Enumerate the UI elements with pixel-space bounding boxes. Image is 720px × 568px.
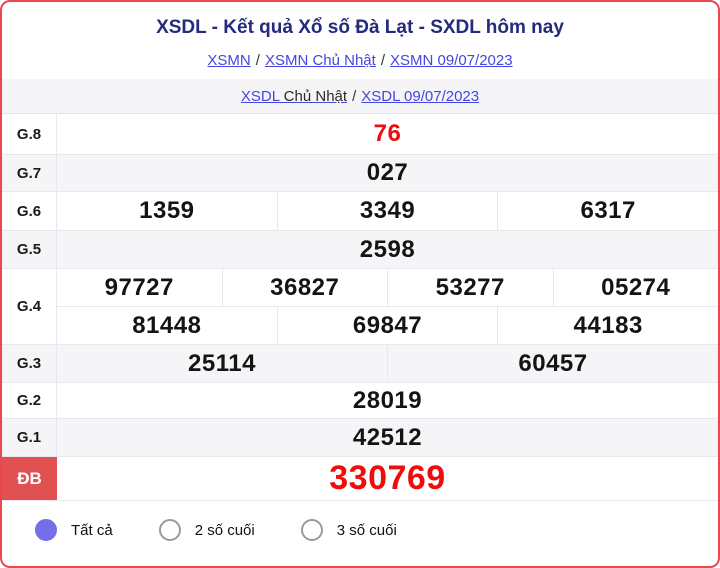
- prize-row-g6: G.6 1359 3349 6317: [2, 192, 718, 231]
- prize-number: 44183: [497, 307, 718, 344]
- breadcrumb: XSMN / XSMN Chủ Nhật / XSMN 09/07/2023: [2, 51, 718, 71]
- prize-row-g5: G.5 2598: [2, 231, 718, 269]
- sub-breadcrumb-bar: XSDL Chủ Nhật / XSDL 09/07/2023: [2, 79, 718, 114]
- breadcrumb-separator: /: [380, 52, 385, 69]
- prize-number: 3349: [276, 192, 498, 230]
- filter-option-last-3-digits[interactable]: 3 số cuối: [300, 519, 397, 541]
- filter-option-label: 3 số cuối: [336, 521, 397, 539]
- prize-number: 42512: [352, 423, 423, 451]
- prize-number: 1359: [139, 197, 195, 224]
- prize-row-g7: G.7 027: [2, 155, 718, 192]
- prize-number: 53277: [387, 269, 553, 306]
- prize-label-g3: G.3: [2, 345, 57, 382]
- prize-row-g1: G.1 42512: [2, 419, 718, 457]
- prize-row-g4: G.4 97727 36827 53277 05274 81448 69847 …: [2, 269, 718, 345]
- prize-number: 027: [366, 159, 409, 186]
- filter-option-all[interactable]: Tất cả: [35, 519, 113, 541]
- prize-number: 2598: [359, 235, 416, 263]
- prize-label-g1: G.1: [2, 419, 57, 456]
- prize-number: 69847: [276, 307, 498, 344]
- prize-row-g2: G.2 28019: [2, 383, 718, 419]
- radio-unchecked-icon[interactable]: [300, 519, 323, 541]
- breadcrumb-link-xsdl-date[interactable]: XSDL 09/07/2023: [361, 87, 480, 105]
- prize-label-g8: G.8: [2, 114, 57, 154]
- prize-number: 25114: [188, 349, 256, 377]
- jackpot-number: 330769: [329, 459, 446, 497]
- prize-number: 6317: [497, 192, 718, 230]
- prize-label-g6: G.6: [2, 192, 57, 230]
- breadcrumb-separator: /: [352, 87, 357, 105]
- prize-label-db: ĐB: [2, 457, 57, 500]
- prize-label-g5: G.5: [2, 231, 57, 268]
- breadcrumb-separator: /: [255, 52, 260, 69]
- prize-row-g8: G.8 76: [2, 114, 718, 155]
- prize-number: 60457: [387, 345, 718, 382]
- filter-option-label: Tất cả: [71, 521, 113, 539]
- display-filter-group: Tất cả 2 số cuối 3 số cuối: [2, 501, 718, 566]
- prize-number: 05274: [552, 269, 719, 306]
- prize-number: 81448: [132, 311, 202, 339]
- radio-unchecked-icon[interactable]: [158, 519, 181, 541]
- prize-number: 76: [373, 120, 402, 147]
- filter-option-label: 2 số cuối: [194, 521, 255, 539]
- header: XSDL - Kết quả Xổ số Đà Lạt - SXDL hôm n…: [2, 2, 718, 79]
- prize-label-g4: G.4: [2, 269, 57, 344]
- prize-number: 28019: [352, 386, 423, 414]
- prize-number: 97727: [104, 273, 174, 301]
- prize-number: 36827: [221, 269, 388, 306]
- prize-row-db: ĐB 330769: [2, 457, 718, 501]
- prize-row-g3: G.3 25114 60457: [2, 345, 718, 383]
- breadcrumb-link-xsmn-chu-nhat[interactable]: XSMN Chủ Nhật: [264, 52, 376, 69]
- prize-label-g7: G.7: [2, 155, 57, 191]
- results-table: G.8 76 G.7 027 G.6 1359 3349 6317: [2, 114, 718, 501]
- breadcrumb-link-xsmn[interactable]: XSMN: [207, 52, 251, 69]
- page-title: XSDL - Kết quả Xổ số Đà Lạt - SXDL hôm n…: [156, 17, 564, 38]
- filter-option-last-2-digits[interactable]: 2 số cuối: [158, 519, 255, 541]
- prize-label-g2: G.2: [2, 383, 57, 418]
- radio-checked-icon[interactable]: [35, 519, 57, 541]
- breadcrumb-link-xsmn-date[interactable]: XSMN 09/07/2023: [389, 52, 513, 69]
- breadcrumb-link-xsdl-chu-nhat[interactable]: XSDL Chủ Nhật: [240, 87, 348, 105]
